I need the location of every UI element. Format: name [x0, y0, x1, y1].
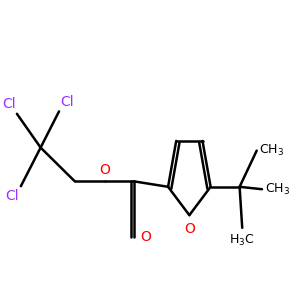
Text: CH$_3$: CH$_3$: [265, 182, 290, 197]
Text: Cl: Cl: [5, 189, 19, 202]
Text: Cl: Cl: [2, 98, 16, 111]
Text: H$_3$C: H$_3$C: [230, 233, 255, 248]
Text: O: O: [141, 230, 152, 244]
Text: CH$_3$: CH$_3$: [259, 143, 284, 158]
Text: O: O: [100, 163, 110, 176]
Text: O: O: [184, 222, 195, 236]
Text: Cl: Cl: [60, 95, 74, 109]
